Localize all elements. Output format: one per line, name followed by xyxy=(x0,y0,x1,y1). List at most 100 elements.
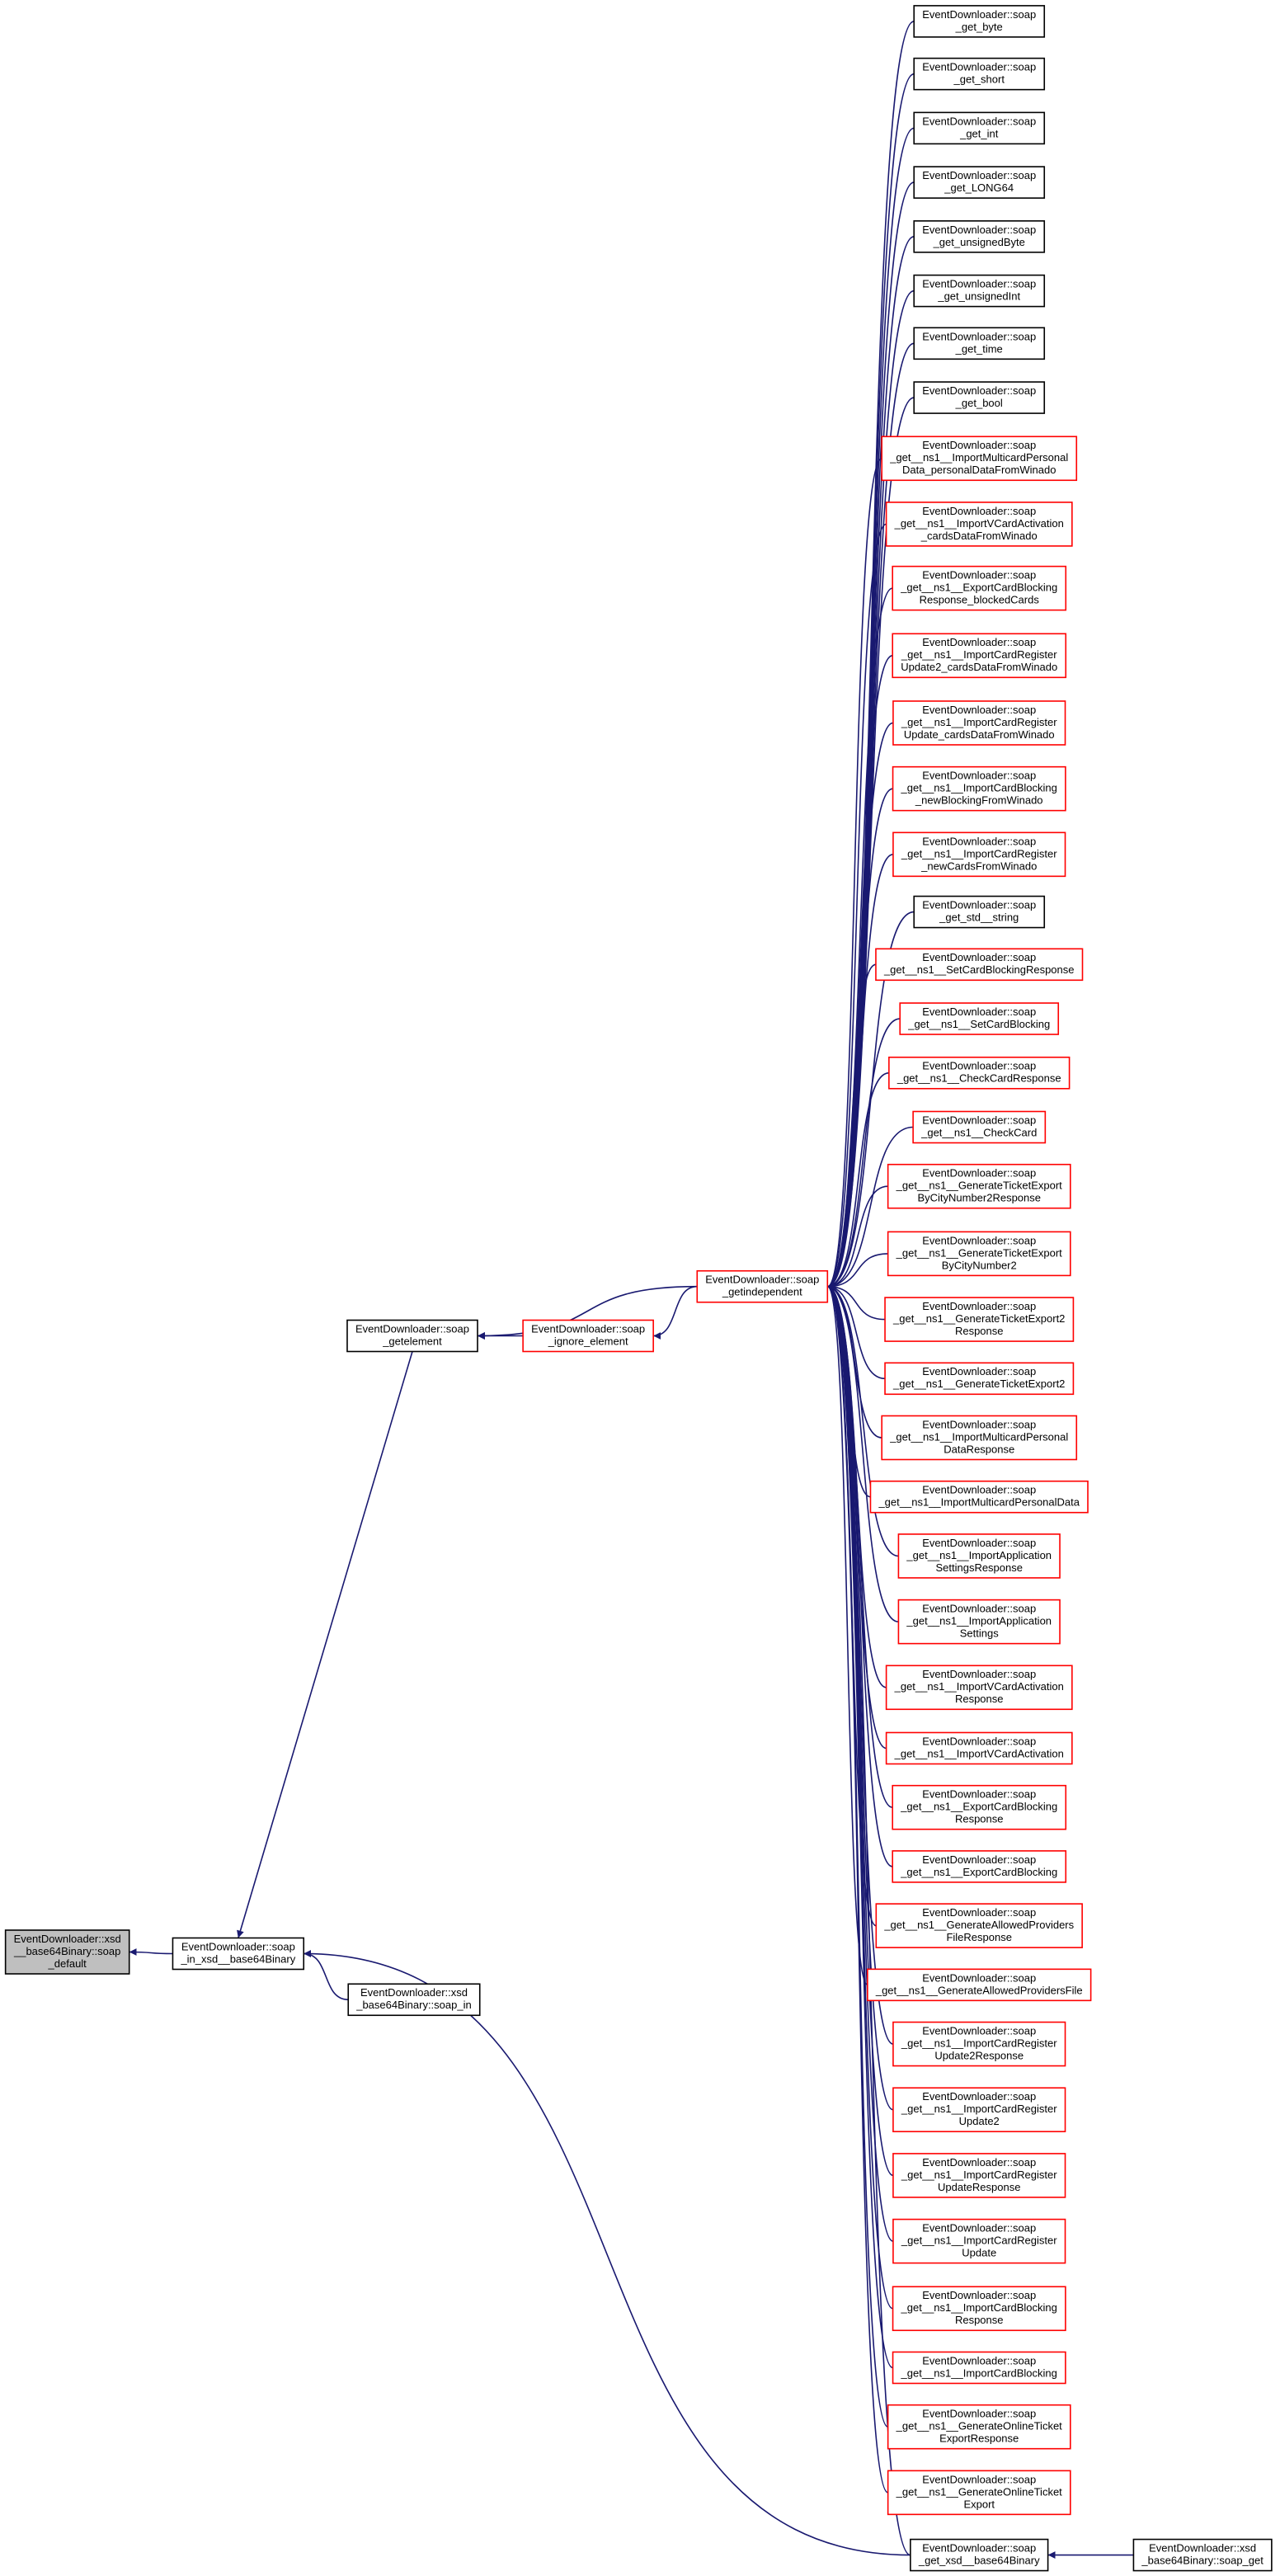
node-label: _ignore_element xyxy=(548,1335,628,1347)
node-label: EventDownloader::soap xyxy=(922,1060,1036,1072)
node-label: _get__ns1__GenerateAllowedProviders xyxy=(883,1919,1074,1931)
node: EventDownloader::soap_getelement xyxy=(346,1319,478,1353)
node-label: Update2 xyxy=(959,2115,1000,2127)
node: EventDownloader::soap_get_unsignedInt xyxy=(913,274,1046,308)
edges xyxy=(129,21,1134,2560)
node-label: EventDownloader::soap xyxy=(922,1418,1036,1430)
node-label: Response xyxy=(955,2314,1004,2326)
node: EventDownloader::soap_get__ns1__ImportMu… xyxy=(881,436,1078,482)
node-label: _get_byte xyxy=(955,21,1003,33)
node-label: EventDownloader::soap xyxy=(181,1940,295,1952)
node: EventDownloader::soap_get__ns1__SetCardB… xyxy=(899,1002,1060,1035)
node: EventDownloader::soap_get__ns1__Generate… xyxy=(884,1297,1075,1342)
node: EventDownloader::soap_get__ns1__ImportVC… xyxy=(885,1731,1073,1765)
node-label: EventDownloader::soap xyxy=(922,2408,1036,2420)
node-label: _get_xsd__base64Binary xyxy=(918,2554,1040,2566)
edge xyxy=(827,788,893,1291)
node-label: _get__ns1__SetCardBlocking xyxy=(907,1018,1050,1030)
node: EventDownloader::soap_in_xsd__base64Bina… xyxy=(172,1937,305,1971)
node-label: EventDownloader::soap xyxy=(922,224,1036,236)
node-box xyxy=(696,1269,829,1303)
node-box xyxy=(892,2087,1066,2133)
node-box xyxy=(913,274,1046,308)
node-box xyxy=(892,2021,1066,2067)
node-label: _get__ns1__ImportCardRegister xyxy=(901,716,1057,728)
node: EventDownloader::soap_get_byte xyxy=(913,5,1046,38)
node-label: Response xyxy=(955,1813,1004,1825)
node: EventDownloader::soap_get__ns1__Generate… xyxy=(867,1968,1092,2002)
node: EventDownloader::soap_get__ns1__ImportCa… xyxy=(892,765,1066,812)
node-label: _newBlockingFromWinado xyxy=(915,794,1043,807)
node-label: EventDownloader::soap xyxy=(922,770,1036,782)
node-label: _get__ns1__ImportCardRegister xyxy=(901,2037,1057,2049)
node-box xyxy=(172,1937,305,1971)
node-box xyxy=(913,895,1046,929)
edge xyxy=(827,1018,901,1291)
edge xyxy=(826,1283,889,2494)
node-box xyxy=(913,111,1046,145)
nodes: EventDownloader::soap_get_byteEventDownl… xyxy=(4,5,1273,2572)
node-label: _get__ns1__SetCardBlockingResponse xyxy=(883,963,1075,976)
node-label: EventDownloader::xsd xyxy=(360,1986,468,1999)
node-label: _get_std__string xyxy=(939,911,1019,923)
node-label: ByCityNumber2 xyxy=(942,1259,1017,1271)
node-label: Response_blockedCards xyxy=(920,594,1040,606)
node: EventDownloader::soap_get__ns1__Generate… xyxy=(884,1362,1075,1396)
node: EventDownloader::soap_get_LONG64 xyxy=(913,166,1046,199)
node: EventDownloader::soap_get__ns1__ExportCa… xyxy=(892,565,1067,611)
node-box xyxy=(913,5,1046,38)
node-label: EventDownloader::soap xyxy=(922,2354,1036,2366)
node-label: EventDownloader::soap xyxy=(922,636,1036,648)
node-label: EventDownloader::soap xyxy=(922,835,1036,847)
node: EventDownloader::soap_get__ns1__Generate… xyxy=(887,1163,1071,1209)
node-label: _get_unsignedInt xyxy=(937,290,1020,303)
node: EventDownloader::soap_get__ns1__Generate… xyxy=(887,1231,1071,1277)
edge xyxy=(827,1126,914,1291)
node-label: _get__ns1__ExportCardBlocking xyxy=(900,582,1057,594)
node-box xyxy=(522,1319,654,1353)
edge xyxy=(827,854,894,1291)
node-label: EventDownloader::soap xyxy=(922,1167,1036,1180)
node: EventDownloader::soap_get__ns1__ImportCa… xyxy=(892,700,1066,746)
node-box xyxy=(869,1480,1089,1514)
node-box xyxy=(867,1968,1092,2002)
node: EventDownloader::soap_get__ns1__ImportVC… xyxy=(885,1665,1073,1711)
node-box xyxy=(913,381,1046,414)
node-label: EventDownloader::soap xyxy=(531,1322,645,1335)
node-box xyxy=(888,1056,1071,1090)
node-label: _getelement xyxy=(382,1335,442,1347)
node-box xyxy=(910,2538,1049,2572)
node-box xyxy=(913,220,1046,253)
node-box xyxy=(884,1362,1075,1396)
node-label: ExportResponse xyxy=(939,2432,1019,2445)
node: EventDownloader::soap_get__ns1__ExportCa… xyxy=(892,1784,1067,1830)
node-label: EventDownloader::xsd xyxy=(1149,2541,1256,2554)
node-label: EventDownloader::soap xyxy=(922,704,1036,716)
node: EventDownloader::soap_get__ns1__ImportAp… xyxy=(897,1599,1061,1645)
node-label: _get__ns1__ImportCardBlocking xyxy=(901,2301,1057,2314)
edge xyxy=(826,457,882,1291)
node-label: _get__ns1__ImportApplication xyxy=(906,1549,1052,1561)
node-box xyxy=(892,1784,1067,1830)
node-box xyxy=(885,502,1073,547)
node-label: _get__ns1__GenerateOnlineTicket xyxy=(896,2420,1063,2432)
node-label: _get__ns1__ImportVCardActivation xyxy=(894,1747,1064,1759)
node: EventDownloader::xsd_base64Binary::soap_… xyxy=(1132,2538,1273,2572)
node-box xyxy=(892,633,1067,679)
node-label: _get_unsignedByte xyxy=(933,236,1025,248)
node-box xyxy=(881,436,1078,482)
node: EventDownloader::soap_get_time xyxy=(913,327,1046,360)
node: EventDownloader::soap_get__ns1__ImportMu… xyxy=(869,1480,1089,1514)
node-label: _get__ns1__GenerateTicketExport xyxy=(896,1246,1063,1259)
node-label: _in_xsd__base64Binary xyxy=(180,1952,295,1965)
node-label: DataResponse xyxy=(944,1443,1014,1455)
node-label: Response xyxy=(955,1693,1004,1705)
node-label: _get__ns1__GenerateOnlineTicket xyxy=(896,2485,1063,2498)
node: EventDownloader::soap_get__ns1__ImportCa… xyxy=(892,633,1067,679)
node-label: Update2_cardsDataFromWinado xyxy=(901,661,1057,673)
node-label: _get__ns1__ImportCardRegister xyxy=(901,2169,1057,2181)
node-box xyxy=(913,327,1046,360)
node-label: _get__ns1__CheckCardResponse xyxy=(896,1072,1061,1085)
node-label: _get_time xyxy=(955,342,1003,355)
